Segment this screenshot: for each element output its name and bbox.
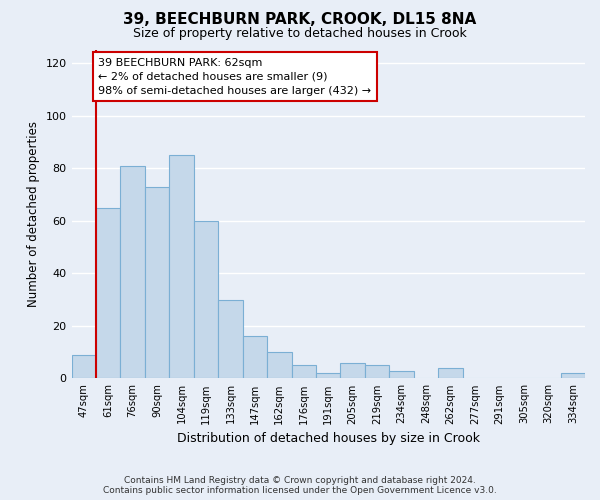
Bar bbox=[316, 373, 340, 378]
Bar bbox=[292, 366, 316, 378]
Bar bbox=[145, 186, 169, 378]
Text: Size of property relative to detached houses in Crook: Size of property relative to detached ho… bbox=[133, 28, 467, 40]
Bar bbox=[340, 362, 365, 378]
Y-axis label: Number of detached properties: Number of detached properties bbox=[27, 121, 40, 307]
Bar bbox=[194, 221, 218, 378]
Bar bbox=[71, 355, 96, 378]
Bar bbox=[242, 336, 267, 378]
Bar bbox=[389, 370, 414, 378]
Bar bbox=[218, 300, 242, 378]
Text: 39, BEECHBURN PARK, CROOK, DL15 8NA: 39, BEECHBURN PARK, CROOK, DL15 8NA bbox=[124, 12, 476, 28]
Bar bbox=[169, 155, 194, 378]
Bar bbox=[96, 208, 121, 378]
Bar bbox=[438, 368, 463, 378]
Bar bbox=[121, 166, 145, 378]
Bar bbox=[267, 352, 292, 378]
Bar bbox=[365, 366, 389, 378]
Text: 39 BEECHBURN PARK: 62sqm
← 2% of detached houses are smaller (9)
98% of semi-det: 39 BEECHBURN PARK: 62sqm ← 2% of detache… bbox=[98, 58, 371, 96]
Bar bbox=[560, 373, 585, 378]
Text: Contains HM Land Registry data © Crown copyright and database right 2024.
Contai: Contains HM Land Registry data © Crown c… bbox=[103, 476, 497, 495]
X-axis label: Distribution of detached houses by size in Crook: Distribution of detached houses by size … bbox=[177, 432, 480, 445]
